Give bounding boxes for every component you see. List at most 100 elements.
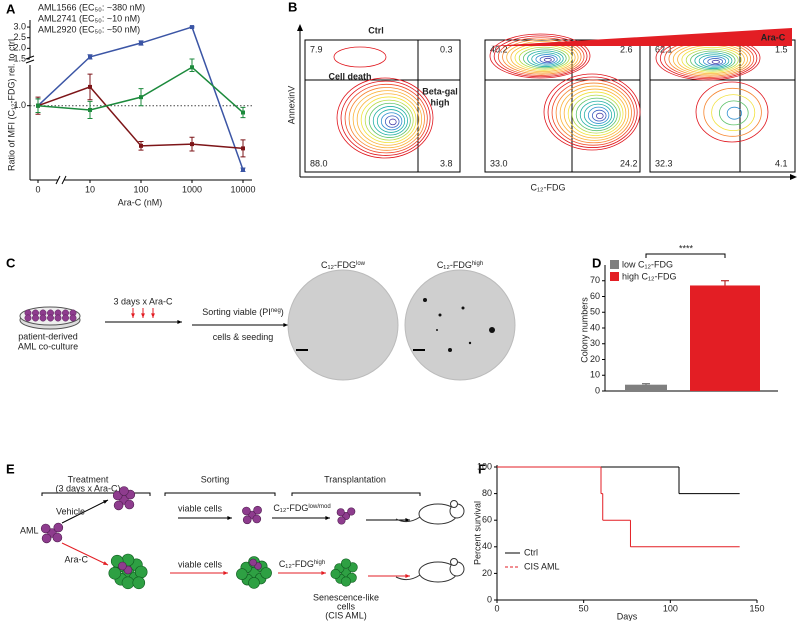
axis-break [61,175,67,185]
contour [543,73,641,151]
arrow-head [177,320,182,324]
quadrant-value: 24.2 [620,158,638,168]
contour [555,82,632,144]
contour [502,39,582,75]
y-tick-label: 50 [590,307,600,317]
x-tick-label: 0 [494,603,499,613]
gate-annotation: Cell death [328,71,371,81]
header-rule [291,492,421,496]
header-rule [41,492,151,496]
step-note: cells [337,601,356,611]
contour [703,56,727,67]
cell [53,522,64,533]
x-tick-label: 1000 [182,184,202,194]
contour [340,80,431,156]
quadrant-value: 2.6 [620,44,633,54]
header: Treatment [68,474,109,484]
contour [698,54,730,68]
contour [344,83,428,154]
cell [113,500,124,511]
step-label: C₁₂-FDGlow/mod [273,503,330,513]
data-point [241,146,245,151]
data-point [139,41,143,46]
contour [376,109,406,133]
y-tick-label: 40 [482,541,492,551]
quadrant-value: 7.9 [310,44,323,54]
text-part: ) [281,307,284,317]
condition-label: Ctrl [368,25,384,35]
text-part: cells & seeding [213,332,274,342]
bar [625,384,667,391]
mouse-ear [450,558,458,566]
y-tick-label: 1.5 [13,53,26,63]
contour [380,112,403,131]
arrow-head [223,571,228,575]
cell [132,576,146,590]
quadrant-value: 1.5 [775,44,788,54]
cell [249,558,257,567]
x-axis-label: Days [617,611,638,621]
arrow-head [405,574,410,578]
contour [559,85,630,141]
data-point [190,65,194,70]
legend-entry: AML2741 (EC₅₀: ~10 nM) [38,13,140,23]
contour [551,79,635,146]
cell [118,561,127,571]
contour [360,96,417,144]
text-part: low/mod [308,504,330,510]
contour [497,37,585,76]
data-point [190,25,194,30]
gate-annotation: Beta-gal [422,86,458,96]
contour [690,50,736,71]
panel-label: C [6,255,16,270]
error-bar [642,383,650,385]
x-tick-label: 0 [35,184,40,194]
cell [52,532,63,543]
contour [718,100,749,126]
contour [522,48,567,69]
cell [347,507,356,516]
cell [260,567,272,579]
contour [547,76,638,148]
arrow-head [405,518,410,522]
data-point [88,107,92,112]
y-axis-label: Percent survival [472,501,482,565]
contour [726,106,743,120]
arrow-head [131,313,135,318]
step-note: Senescence-like [313,592,379,602]
text-part: high [472,261,483,267]
well-label: C₁₂-FDGlow [321,260,366,270]
start-label: AML [20,525,39,535]
arrow-head [141,313,145,318]
error-bar [721,280,729,286]
y-tick-label: 0 [487,594,492,604]
arrow-head [321,571,326,575]
quadrant-value: 88.0 [310,158,328,168]
contour [579,100,615,129]
y-tick-label: 2.0 [13,43,26,53]
y-tick-label: 40 [590,322,600,332]
contour [543,57,552,62]
contour [575,97,618,132]
contour [489,33,591,79]
colony [468,341,472,345]
step-label: cells & seeding [213,332,274,342]
data-point [88,54,92,59]
colony [438,313,442,317]
contour [356,93,420,146]
condition-label: Ara-C [761,32,786,42]
cell [119,486,129,496]
contour [506,41,579,74]
cell [242,515,252,525]
contour [531,52,561,66]
legend-swatch [610,272,619,281]
data-point [139,95,143,100]
axis-break [25,59,35,64]
data-point [190,142,194,147]
significance: **** [679,243,694,253]
well [404,269,516,381]
contour [571,94,621,134]
contour [563,88,627,139]
quadrant-value: 40.2 [490,44,508,54]
